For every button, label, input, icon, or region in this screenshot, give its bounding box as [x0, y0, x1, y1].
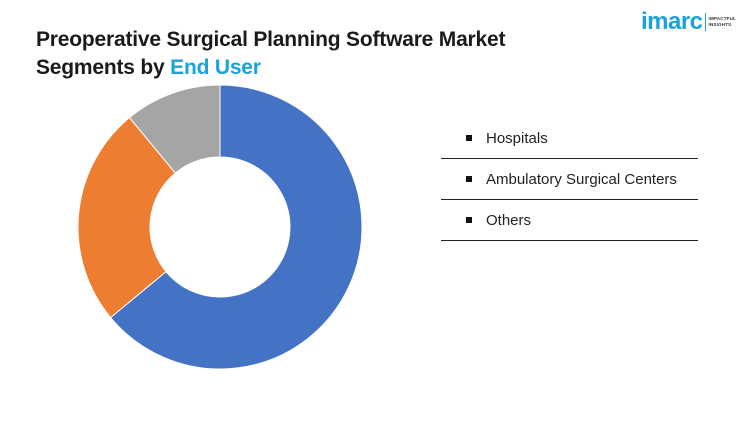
legend-item-others: Others	[441, 200, 698, 241]
chart-title: Preoperative Surgical Planning Software …	[36, 26, 505, 82]
logo-tagline: IMPACTFUL INSIGHTS	[709, 16, 736, 28]
chart-legend: Hospitals Ambulatory Surgical Centers Othe…	[441, 118, 698, 241]
legend-bullet	[466, 135, 472, 141]
legend-bullet	[466, 176, 472, 182]
legend-label: Ambulatory Surgical Centers	[486, 170, 677, 188]
logo-tagline-line-2: INSIGHTS	[708, 22, 732, 27]
title-line-2-accent: End User	[170, 56, 261, 79]
logo-tagline-line-1: IMPACTFUL	[708, 16, 736, 21]
title-line-1: Preoperative Surgical Planning Software …	[36, 28, 506, 51]
donut-slice-others	[128, 84, 221, 174]
legend-label: Others	[486, 211, 532, 229]
donut-chart	[77, 84, 363, 370]
logo-wordmark: imarc	[640, 8, 703, 35]
title-line-2-prefix: Segments by	[36, 56, 171, 79]
legend-label: Hospitals	[486, 129, 548, 147]
legend-item-ambulatory-surgical-centers: Ambulatory Surgical Centers	[441, 159, 698, 200]
donut-slice-ambulatory-surgical-centers	[77, 116, 177, 319]
donut-slice-hospitals	[109, 84, 363, 370]
logo-divider	[704, 13, 706, 31]
imarc-logo: imarc IMPACTFUL INSIGHTS	[641, 10, 736, 34]
legend-bullet	[466, 217, 472, 223]
legend-item-hospitals: Hospitals	[441, 118, 698, 159]
